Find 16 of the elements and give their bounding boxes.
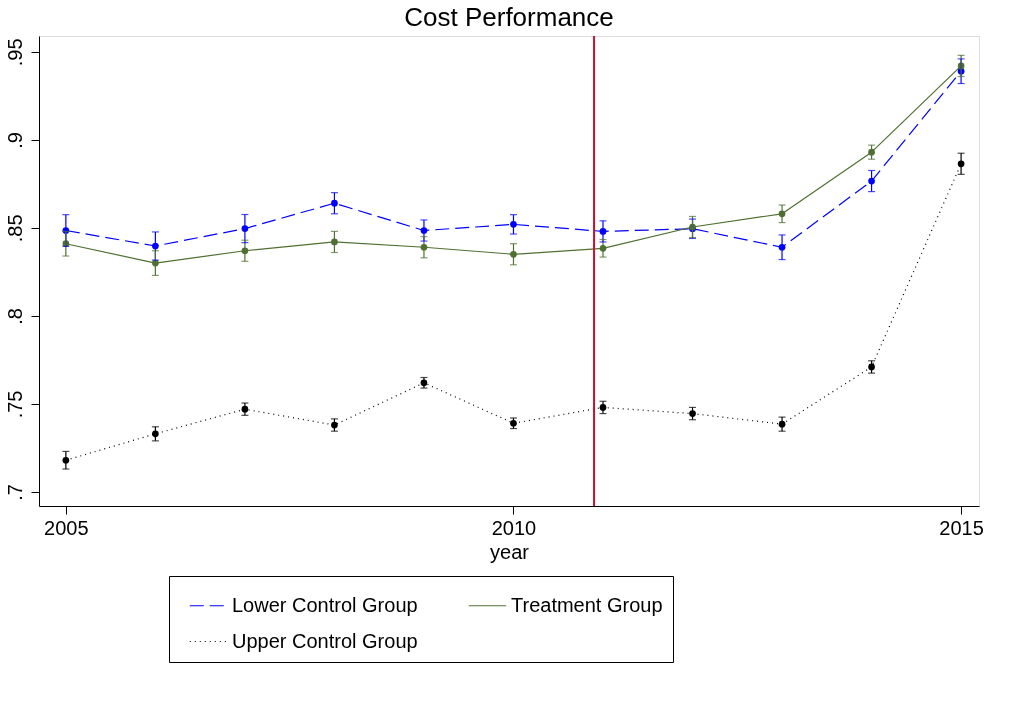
- y-tick-label: .85: [3, 214, 26, 243]
- y-tick-label: .8: [3, 308, 26, 325]
- y-tick-label: .95: [3, 38, 26, 67]
- point: [868, 177, 875, 185]
- legend-label: Upper Control Group: [232, 629, 418, 652]
- x-tick-label: 2010: [491, 516, 537, 539]
- chart-title: Cost Performance: [404, 2, 614, 32]
- x-tick-label: 2005: [44, 516, 89, 539]
- y-tick-label: .7: [3, 484, 26, 501]
- legend-label: Treatment Group: [511, 593, 663, 616]
- legend-label: Lower Control Group: [232, 593, 418, 616]
- point: [331, 238, 338, 246]
- x-axis-title: year: [490, 540, 530, 563]
- x-tick-label: 2015: [939, 516, 984, 539]
- y-tick-label: .75: [3, 390, 26, 419]
- y-tick-label: .9: [3, 132, 26, 149]
